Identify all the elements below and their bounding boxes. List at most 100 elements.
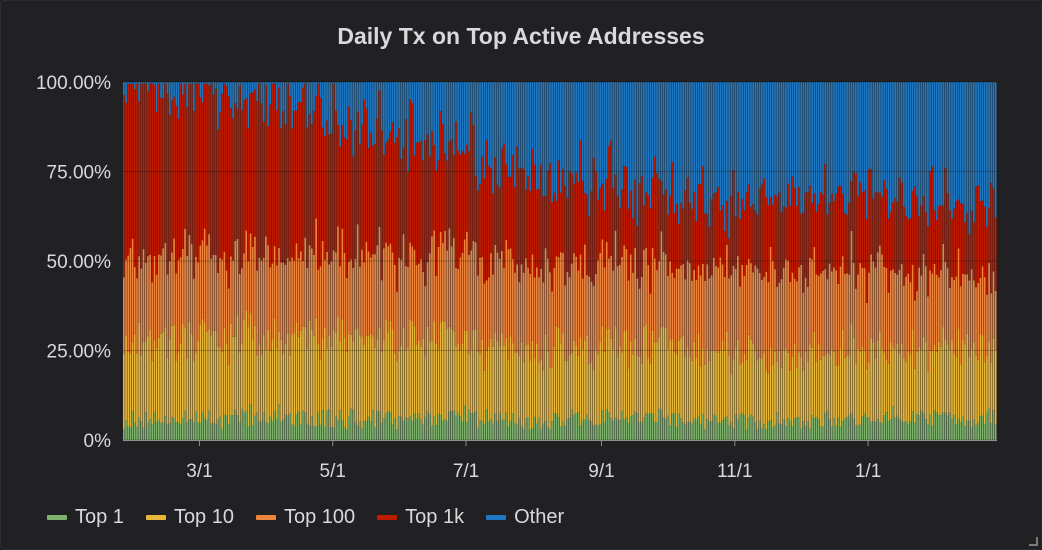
resize-handle[interactable] (1029, 537, 1038, 546)
bar-segment (695, 357, 698, 420)
bar-segment (426, 326, 429, 412)
legend-item-top-1k[interactable]: Top 1k (377, 506, 464, 529)
bar-segment (372, 336, 374, 410)
bar-segment (444, 321, 446, 419)
bar-segment (393, 82, 396, 144)
bar-segment (378, 327, 381, 412)
bar-segment (868, 82, 870, 170)
bar-segment (986, 412, 988, 440)
bar-segment (874, 192, 877, 268)
bar-segment (942, 243, 945, 328)
bar-segment (804, 82, 807, 193)
bar-segment (653, 422, 656, 440)
bar-segment (411, 103, 414, 247)
bar-segment (922, 336, 925, 414)
bar-segment (870, 168, 872, 255)
bar-segment (710, 82, 713, 200)
bar-segment (525, 345, 527, 419)
bar-segment (483, 424, 486, 440)
bar-segment (785, 207, 787, 260)
bar-segment (758, 272, 761, 358)
bar-segment (673, 213, 676, 278)
bar-segment (739, 364, 741, 415)
bar-segment (664, 189, 667, 255)
bar-segment (442, 82, 444, 124)
bar-segment (291, 424, 293, 440)
bar-segment (872, 198, 875, 262)
bar-segment (656, 422, 658, 440)
bar-segment (387, 82, 390, 140)
bar-segment (337, 419, 339, 440)
bar-segment (916, 351, 918, 414)
bar-segment (341, 82, 344, 126)
bar-segment (726, 244, 728, 332)
bar-segment (557, 257, 560, 328)
bar-segment (863, 190, 866, 269)
bar-segment (953, 415, 955, 440)
bar-segment (240, 82, 243, 111)
bar-segment (715, 415, 717, 440)
bar-segment (647, 265, 650, 359)
bar-segment (168, 261, 171, 340)
bar-segment (365, 108, 368, 242)
bar-segment (798, 186, 800, 268)
bar-segment (557, 82, 560, 161)
bar-segment (396, 137, 398, 292)
bar-segment (262, 121, 265, 258)
bar-segment (865, 219, 868, 303)
bar-segment (647, 414, 650, 440)
bar-segment (374, 82, 376, 145)
bar-segment (291, 82, 293, 129)
bar-segment (223, 251, 226, 328)
bar-segment (293, 260, 296, 333)
bar-segment (208, 410, 210, 440)
bar-segment (267, 245, 269, 330)
bar-segment (695, 221, 698, 281)
bar-segment (433, 416, 435, 440)
bar-segment (992, 338, 995, 411)
bar-segment (776, 196, 779, 287)
bar-segment (282, 419, 285, 440)
bar-segment (787, 82, 789, 184)
bar-segment (186, 358, 189, 423)
bar-segment (258, 83, 261, 258)
bar-segment (802, 421, 805, 440)
bar-segment (203, 417, 206, 440)
bar-segment (341, 228, 344, 320)
bar-segment (909, 282, 912, 355)
bar-segment (699, 366, 702, 425)
bar-segment (555, 82, 558, 201)
bar-segment (518, 356, 521, 418)
bar-segment (747, 334, 750, 418)
bar-segment (457, 82, 460, 151)
bar-segment (243, 100, 245, 254)
legend-item-top-10[interactable]: Top 10 (145, 506, 234, 529)
bar-segment (590, 281, 593, 363)
legend-item-top-1[interactable]: Top 1 (47, 506, 124, 529)
bar-segment (710, 199, 713, 276)
bar-segment (404, 82, 407, 120)
bar-segment (677, 413, 680, 440)
bar-segment (487, 82, 490, 166)
bar-segment (894, 417, 897, 440)
bar-segment (575, 82, 577, 173)
bar-segment (223, 327, 226, 415)
bar-segment (983, 82, 986, 207)
bar-segment (721, 205, 724, 265)
bar-segment (230, 415, 232, 440)
bar-segment (192, 422, 195, 440)
bar-segment (343, 82, 346, 138)
bar-segment (951, 340, 953, 419)
bar-segment (793, 188, 796, 279)
bar-segment (450, 139, 453, 247)
bar-segment (887, 292, 890, 364)
bar-segment (234, 409, 237, 440)
bar-segment (852, 171, 855, 263)
bar-segment (151, 282, 154, 361)
bar-segment (940, 270, 942, 347)
bar-segment (282, 353, 285, 420)
legend-item-other[interactable]: Other (486, 506, 564, 529)
bar-segment (411, 82, 414, 104)
bar-segment (780, 212, 783, 280)
legend-item-top-100[interactable]: Top 100 (256, 506, 355, 529)
